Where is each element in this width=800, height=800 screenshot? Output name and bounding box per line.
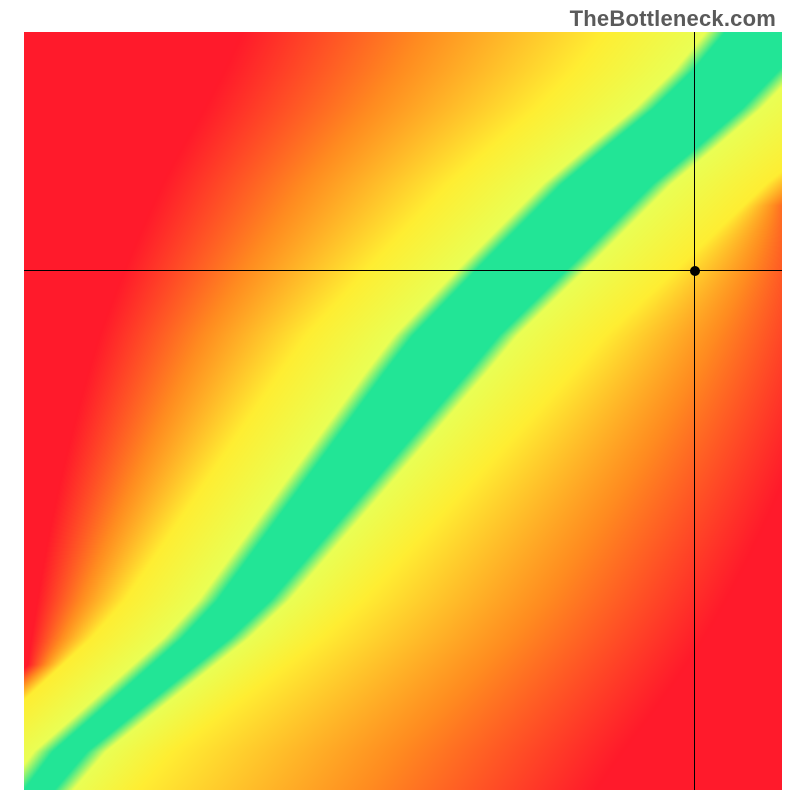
crosshair-marker <box>690 266 700 276</box>
watermark-text: TheBottleneck.com <box>570 6 776 32</box>
heatmap-plot <box>24 32 782 790</box>
crosshair-horizontal <box>24 270 782 271</box>
crosshair-vertical <box>694 32 695 790</box>
heatmap-canvas <box>24 32 782 790</box>
